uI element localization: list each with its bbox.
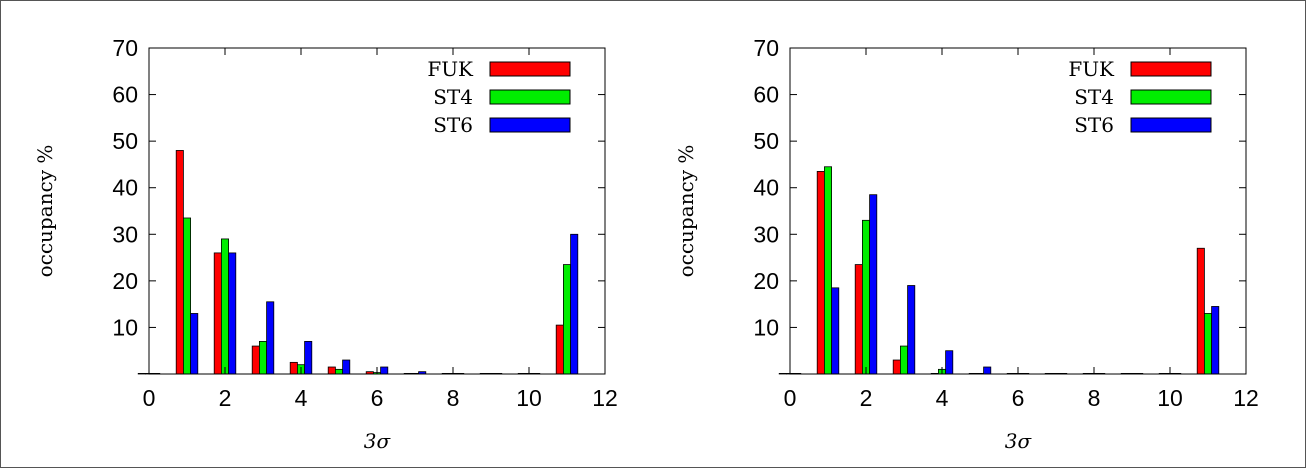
y-tick-label: 70 [753, 35, 779, 61]
x-tick-label: 2 [219, 385, 232, 411]
legend-label-st4: ST4 [433, 85, 473, 109]
x-tick-label: 2 [860, 385, 873, 411]
bar-fuk-11 [1196, 247, 1205, 375]
bar-st6-5 [983, 366, 992, 375]
legend-swatch-st6 [489, 117, 571, 133]
legend-swatch-fuk [1130, 61, 1212, 77]
bar-fuk-2 [213, 252, 222, 375]
bar-st4-3 [900, 345, 909, 375]
bar-st6-3 [266, 301, 275, 375]
legend: FUK ST4 ST6 [1068, 57, 1212, 137]
x-tick-label: 0 [143, 385, 156, 411]
legend-label-fuk: FUK [427, 57, 474, 81]
bar-st6-4 [945, 350, 954, 375]
y-tick-label: 40 [753, 175, 779, 201]
y-tick-label: 50 [753, 128, 779, 154]
bar-st6-1 [831, 287, 840, 375]
legend-swatch-st4 [489, 89, 571, 105]
legend-label-st6: ST6 [433, 113, 473, 137]
bar-st4-2 [220, 238, 229, 375]
bar-st4-11 [1204, 313, 1213, 375]
y-tick-label: 60 [112, 82, 138, 108]
y-tick-label: 10 [753, 314, 779, 340]
bar-st4-1 [182, 217, 191, 375]
y-tick-label: 30 [753, 221, 779, 247]
bar-fuk-3 [251, 345, 260, 375]
x-tick-label: 8 [447, 385, 460, 411]
chart-panel-1: 0 2 4 6 8 10 12 10 20 30 40 50 60 70 3σ occupancy % FUK S… [33, 35, 618, 453]
legend-swatch-fuk [489, 61, 571, 77]
bar-st4-11 [563, 264, 572, 375]
bar-st4-2 [862, 219, 871, 375]
bar-st4-5 [334, 368, 343, 375]
y-tick-label: 30 [112, 221, 138, 247]
x-tick-label: 0 [784, 385, 797, 411]
bar-fuk-4 [289, 361, 298, 375]
y-tick-label: 50 [112, 128, 138, 154]
bar-st6-1 [190, 313, 199, 375]
x-tick-label: 4 [295, 385, 308, 411]
legend-swatch-st6 [1130, 117, 1212, 133]
legend: FUK ST4 ST6 [427, 57, 571, 137]
legend-label-fuk: FUK [1068, 57, 1115, 81]
bar-st6-11 [1211, 306, 1220, 375]
y-axis-label: occupancy % [33, 145, 57, 278]
y-tick-label: 20 [112, 268, 138, 294]
y-tick-label: 10 [112, 314, 138, 340]
bar-st4-3 [258, 340, 267, 375]
bar-fuk-5 [327, 366, 336, 375]
bar-fuk-2 [854, 264, 863, 375]
bar-st6-4 [304, 340, 313, 375]
bar-st6-6 [380, 366, 389, 375]
legend-label-st6: ST6 [1074, 113, 1114, 137]
x-tick-label: 12 [1233, 385, 1259, 411]
x-tick-label: 6 [1012, 385, 1025, 411]
bar-fuk-0 [137, 372, 146, 375]
x-tick-label: 12 [592, 385, 618, 411]
y-axis-label: occupancy % [674, 145, 698, 278]
bar-st6-2 [228, 252, 237, 375]
legend-swatch-st4 [1130, 89, 1212, 105]
chart-panel-2: 0 2 4 6 8 10 12 10 20 30 40 50 60 70 3σ occupancy % FUK S… [674, 35, 1259, 453]
y-tick-label: 70 [112, 35, 138, 61]
y-tick-label: 20 [753, 268, 779, 294]
x-tick-label: 10 [516, 385, 542, 411]
legend-label-st4: ST4 [1074, 85, 1114, 109]
x-tick-label: 6 [371, 385, 384, 411]
bar-fuk-0 [778, 372, 787, 375]
bar-st4-1 [824, 166, 833, 375]
bar-st6-5 [342, 359, 351, 375]
bar-st6-2 [869, 194, 878, 375]
x-axis-label: 3σ [1005, 429, 1033, 453]
bar-fuk-11 [555, 324, 564, 375]
bar-fuk-1 [816, 171, 825, 375]
y-tick-label: 60 [753, 82, 779, 108]
y-tick-label: 40 [112, 175, 138, 201]
bar-st6-3 [907, 285, 916, 375]
x-axis-label: 3σ [364, 429, 392, 453]
x-tick-label: 10 [1157, 385, 1183, 411]
bar-st6-11 [570, 233, 579, 375]
x-tick-label: 8 [1088, 385, 1101, 411]
bar-fuk-1 [175, 150, 184, 375]
bar-fuk-3 [892, 359, 901, 375]
x-tick-label: 4 [936, 385, 949, 411]
